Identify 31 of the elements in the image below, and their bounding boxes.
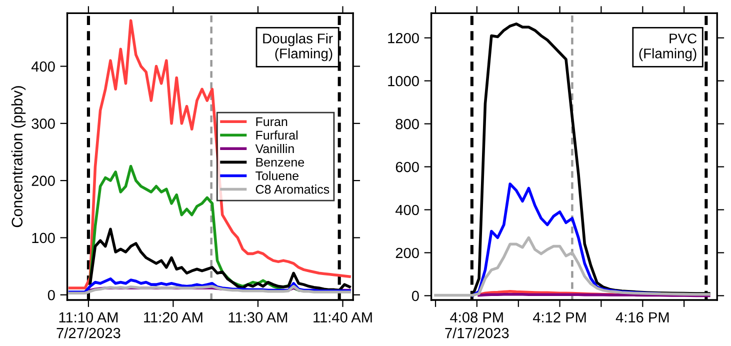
x-tick-label: 4:08 PM 7/17/2023 (445, 312, 509, 338)
y-tick-label: 200 (396, 248, 419, 258)
y-axis-title: Concentration (ppbv) (11, 86, 26, 228)
x-tick-label: 11:30 AM (228, 312, 288, 322)
legend-label: Furfural (256, 130, 298, 140)
y-tick-label: 400 (395, 204, 419, 216)
x-tick-label: 4:12 PM (532, 312, 586, 322)
x-tick-label: 11:10 AM 7/27/2023 (56, 312, 120, 338)
y-tick-label: 600 (396, 162, 419, 172)
y-tick-label: 1000 (388, 76, 419, 86)
legend-label: Furan (256, 117, 288, 126)
y-tick-label: 400 (31, 61, 55, 72)
x-tick-label: 11:20 AM (144, 312, 202, 322)
y-tick-label: 0 (412, 290, 419, 302)
y-tick-label: 300 (32, 118, 55, 129)
legend-label: Vanillin (255, 144, 294, 154)
annotation: Douglas Fir (Flaming) (263, 33, 333, 62)
x-tick-label: 4:16 PM (616, 312, 669, 322)
line-series (68, 284, 351, 295)
y-tick-label: 200 (32, 176, 55, 186)
legend-label: C8 Aromatics (256, 184, 330, 194)
y-tick-label: 1200 (388, 32, 419, 44)
y-tick-label: 0 (48, 290, 55, 300)
legend-label: Benzene (256, 158, 304, 167)
line-series (434, 236, 710, 297)
annotation: PVC (Flaming) (639, 34, 697, 62)
legend-label: Toluene (256, 171, 298, 180)
y-tick-label: 800 (396, 118, 419, 130)
x-tick-label: 11:40 AM (314, 312, 372, 322)
line-series (68, 19, 351, 290)
y-tick-label: 100 (32, 232, 55, 244)
